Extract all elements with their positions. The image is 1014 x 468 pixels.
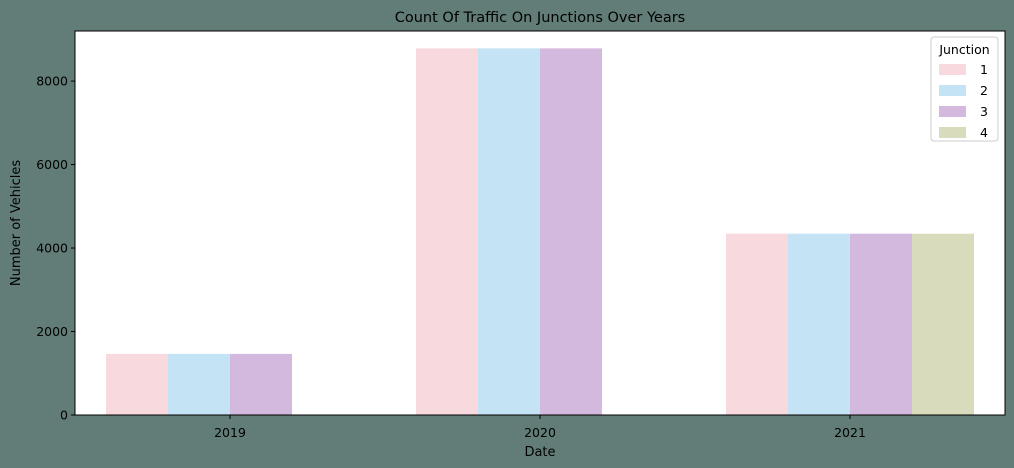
y-tick-label: 0: [60, 408, 68, 423]
chart-title: Count Of Traffic On Junctions Over Years: [395, 10, 686, 26]
bar-2021-junction-2: [788, 233, 850, 415]
legend-label-2: 2: [980, 83, 988, 98]
bar-2020-junction-3: [540, 48, 602, 416]
axes-group: 0 2000 4000 6000 8000 2019 2020 2021: [36, 74, 866, 440]
legend-label-4: 4: [980, 125, 988, 140]
x-axis-label: Date: [524, 445, 555, 460]
legend-swatch-3: [939, 106, 966, 117]
legend-label-3: 3: [980, 104, 988, 119]
plot-frame: [74, 30, 1006, 416]
y-axis-label: Number of Vehicles: [9, 160, 24, 287]
bar-2019-junction-2: [168, 353, 230, 415]
legend-label-1: 1: [980, 62, 988, 77]
bars-group: [106, 48, 974, 416]
bar-2021-junction-3: [850, 233, 912, 415]
legend-swatch-4: [939, 127, 966, 138]
bar-2021-junction-1: [726, 233, 788, 415]
legend-swatch-1: [939, 64, 966, 75]
bar-2021-junction-4: [912, 233, 974, 415]
y-tick-label: 8000: [36, 74, 68, 89]
x-tick-label: 2019: [214, 425, 246, 440]
bar-2020-junction-2: [478, 48, 540, 416]
x-tick-label: 2020: [524, 425, 556, 440]
legend: Junction 1 2 3 4: [930, 36, 999, 142]
y-tick-label: 2000: [36, 324, 68, 339]
y-tick-label: 6000: [36, 157, 68, 172]
bar-2020-junction-1: [416, 48, 478, 416]
x-tick-label: 2021: [834, 425, 866, 440]
legend-title: Junction: [938, 42, 989, 57]
y-tick-label: 4000: [36, 241, 68, 256]
bar-2019-junction-3: [230, 353, 292, 415]
legend-swatch-2: [939, 85, 966, 96]
bar-2019-junction-1: [106, 353, 168, 415]
